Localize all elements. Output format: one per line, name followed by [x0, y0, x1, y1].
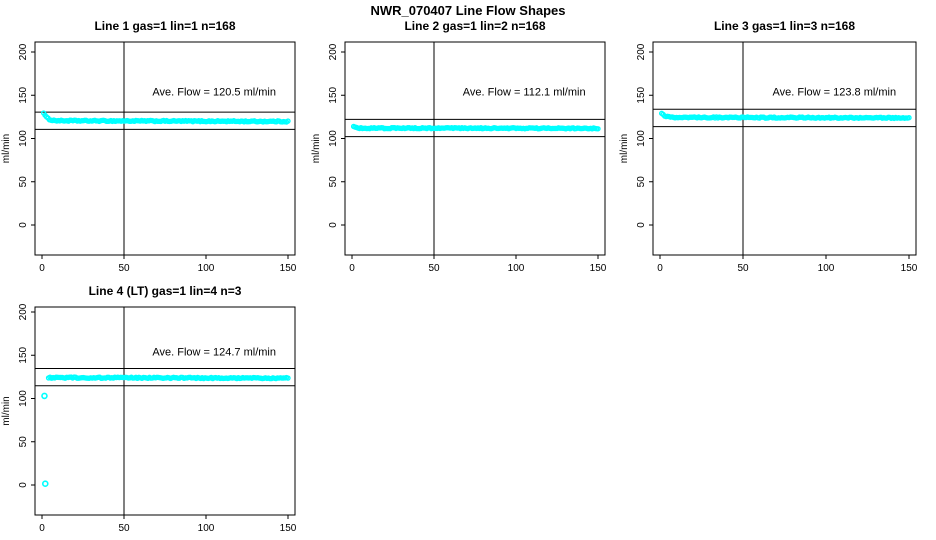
x-tick-label: 150 — [280, 523, 297, 534]
x-tick-label: 50 — [118, 523, 130, 534]
y-tick-label: 100 — [328, 130, 339, 147]
y-tick-label: 100 — [18, 390, 29, 407]
y-tick-label: 0 — [328, 222, 339, 228]
x-tick-label: 0 — [39, 523, 45, 534]
y-axis-label: ml/min — [1, 134, 12, 163]
y-tick-label: 150 — [18, 346, 29, 363]
x-tick-label: 150 — [280, 263, 297, 274]
y-tick-label: 50 — [636, 176, 647, 188]
x-tick-label: 50 — [737, 263, 749, 274]
figure-title: NWR_070407 Line Flow Shapes — [370, 3, 565, 18]
x-tick-label: 100 — [198, 263, 215, 274]
x-tick-label: 0 — [349, 263, 355, 274]
y-tick-label: 200 — [328, 43, 339, 60]
y-tick-label: 200 — [18, 303, 29, 320]
x-tick-label: 100 — [198, 523, 215, 534]
y-axis-label: ml/min — [1, 396, 12, 425]
y-tick-label: 0 — [18, 222, 29, 228]
y-tick-label: 100 — [18, 130, 29, 147]
x-tick-label: 50 — [428, 263, 440, 274]
y-tick-label: 200 — [636, 43, 647, 60]
axes: 0 50 100 150 0 50 100 150 200 — [18, 41, 297, 274]
y-tick-label: 50 — [18, 436, 29, 448]
y-tick-label: 150 — [636, 86, 647, 103]
data-points — [350, 123, 601, 132]
subplot-line-3: Line 3 gas=1 lin=3 n=168 Ave. Flow = 123… — [619, 19, 918, 274]
ave-flow-annotation: Ave. Flow = 112.1 ml/min — [463, 86, 586, 98]
data-points — [41, 374, 291, 488]
x-tick-label: 150 — [901, 263, 918, 274]
subplot-title: Line 3 gas=1 lin=3 n=168 — [714, 19, 855, 33]
ave-flow-annotation: Ave. Flow = 124.7 ml/min — [152, 346, 276, 358]
axes: 0 50 100 150 0 50 100 150 200 — [18, 303, 297, 534]
y-tick-label: 150 — [18, 86, 29, 103]
y-axis-label: ml/min — [311, 134, 322, 163]
x-tick-label: 100 — [818, 263, 835, 274]
y-tick-label: 0 — [18, 482, 29, 488]
reference-lines — [35, 307, 295, 515]
subplot-line-4: Line 4 (LT) gas=1 lin=4 n=3 Ave. Flow = … — [1, 284, 297, 534]
x-tick-label: 0 — [657, 263, 663, 274]
y-tick-label: 50 — [18, 176, 29, 188]
x-tick-label: 0 — [39, 263, 45, 274]
subplot-title: Line 1 gas=1 lin=1 n=168 — [94, 19, 235, 33]
data-points — [658, 110, 912, 122]
y-tick-label: 200 — [18, 43, 29, 60]
x-tick-label: 50 — [118, 263, 130, 274]
subplot-title: Line 4 (LT) gas=1 lin=4 n=3 — [89, 284, 242, 298]
data-points — [40, 110, 291, 125]
subplot-title: Line 2 gas=1 lin=2 n=168 — [404, 19, 545, 33]
x-tick-label: 150 — [590, 263, 607, 274]
axes: 0 50 100 150 0 50 100 150 200 — [328, 41, 607, 274]
ave-flow-annotation: Ave. Flow = 120.5 ml/min — [152, 86, 276, 98]
y-tick-label: 150 — [328, 86, 339, 103]
reference-lines — [653, 42, 916, 255]
y-tick-label: 0 — [636, 222, 647, 228]
reference-lines — [35, 42, 295, 255]
y-tick-label: 50 — [328, 176, 339, 188]
subplot-line-1: Line 1 gas=1 lin=1 n=168 Ave. Flow = 120… — [1, 19, 297, 274]
ave-flow-annotation: Ave. Flow = 123.8 ml/min — [772, 86, 896, 98]
y-axis-label: ml/min — [619, 134, 630, 163]
subplot-line-2: Line 2 gas=1 lin=2 n=168 Ave. Flow = 112… — [311, 19, 607, 274]
y-tick-label: 100 — [636, 130, 647, 147]
axes: 0 50 100 150 0 50 100 150 200 — [636, 41, 918, 274]
reference-lines — [345, 42, 605, 255]
x-tick-label: 100 — [508, 263, 525, 274]
